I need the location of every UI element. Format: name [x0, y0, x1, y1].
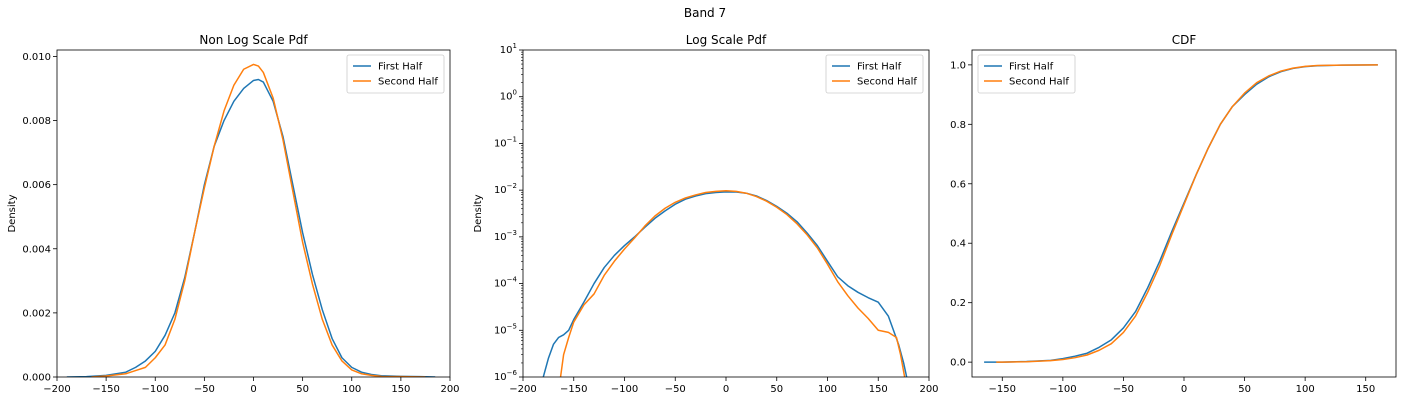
y-tick-label: 10−6: [494, 369, 518, 383]
y-tick-label: 10−2: [494, 182, 517, 196]
y-tick-label: 0.008: [22, 116, 51, 127]
x-tick-label: 150: [391, 384, 410, 395]
x-tick-label: −100: [611, 384, 638, 395]
x-tick-label: −150: [989, 384, 1016, 395]
y-tick-base: 10: [494, 185, 507, 196]
x-tick-label: −100: [142, 384, 169, 395]
x-tick-label: −150: [560, 384, 587, 395]
x-tick-label: 100: [342, 384, 361, 395]
x-tick-label: 150: [869, 384, 888, 395]
y-tick-exponent: −6: [507, 369, 518, 377]
y-tick-label: 10−1: [494, 135, 517, 149]
x-tick-label: 150: [1356, 384, 1375, 395]
y-tick-exponent: −1: [507, 135, 517, 143]
y-axis-label: Density: [473, 194, 484, 232]
y-tick-base: 10: [500, 92, 513, 103]
y-tick-label: 0.0: [950, 358, 966, 369]
x-tick-label: 0: [250, 384, 256, 395]
x-tick-label: 0: [1181, 384, 1187, 395]
y-tick-label: 10−5: [494, 322, 517, 336]
series-group: [984, 64, 1378, 363]
x-tick-label: 50: [1238, 384, 1251, 395]
legend-entry: Second Half: [378, 77, 438, 88]
x-tick-label: −50: [1113, 384, 1134, 395]
x-tick-label: −50: [194, 384, 215, 395]
legend: First Half Second Half: [825, 54, 924, 94]
series-line-first-half: [542, 191, 908, 377]
y-tick-label: 101: [500, 42, 517, 56]
legend-entry: Second Half: [1009, 77, 1069, 88]
series-group: [542, 190, 908, 377]
chart-title: Log Scale Pdf: [686, 33, 767, 47]
y-tick-base: 10: [494, 232, 507, 243]
y-tick-exponent: −3: [507, 229, 517, 237]
chart-title: Non Log Scale Pdf: [199, 33, 308, 47]
legend-box: [977, 54, 1076, 94]
y-tick-label: 1.0: [950, 60, 966, 71]
y-tick-label: 0.002: [22, 308, 51, 319]
y-tick-label: 0.2: [950, 298, 966, 309]
x-tick-label: −50: [665, 384, 686, 395]
series-line-second-half: [91, 63, 426, 377]
x-tick-label: 100: [1296, 384, 1315, 395]
legend-entry: First Half: [857, 62, 902, 73]
y-tick-label: 10−4: [494, 276, 518, 290]
axes-frame: [971, 49, 1397, 378]
y-tick-exponent: −2: [507, 182, 517, 190]
x-tick-label: −200: [43, 384, 70, 395]
axes-frame: [56, 49, 451, 378]
series-line-second-half: [996, 64, 1378, 363]
chart-cdf: CDF −150 −100 −50 0 50 100 150 0.0 0.2 0.4 0.6 0.8 1.…: [950, 33, 1397, 395]
x-tick-label: −150: [92, 384, 119, 395]
y-tick-label: 0.004: [22, 244, 51, 255]
legend-entry: First Half: [1009, 62, 1054, 73]
y-tick-label: 0.8: [950, 120, 966, 131]
y-tick-exponent: −4: [507, 276, 518, 284]
y-tick-label: 0.4: [950, 239, 966, 250]
y-tick-base: 10: [494, 138, 507, 149]
y-tick-label: 0.010: [22, 52, 51, 63]
series-line-second-half: [559, 190, 906, 377]
legend-box: [346, 54, 445, 94]
y-tick-label: 100: [500, 89, 517, 103]
series-group: [66, 63, 436, 377]
x-tick-label: 50: [770, 384, 783, 395]
legend-entry: Second Half: [857, 77, 917, 88]
y-tick-base: 10: [500, 45, 513, 56]
y-tick-label: 0.000: [22, 373, 51, 384]
series-line-first-half: [66, 78, 436, 377]
legend: First Half Second Half: [346, 54, 445, 94]
y-tick-label: 10−3: [494, 229, 517, 243]
axes-frame: [522, 49, 930, 378]
chart-title: CDF: [1172, 33, 1197, 47]
x-tick-label: −200: [509, 384, 536, 395]
x-tick-label: −100: [1049, 384, 1076, 395]
x-tick-label: 50: [296, 384, 309, 395]
y-tick-exponent: −5: [507, 322, 517, 330]
legend-box: [825, 54, 924, 94]
x-tick-label: 100: [818, 384, 837, 395]
x-tick-label: 0: [723, 384, 729, 395]
y-tick-label: 0.006: [22, 180, 51, 191]
legend: First Half Second Half: [977, 54, 1076, 94]
x-tick-label: 200: [919, 384, 938, 395]
legend-entry: First Half: [378, 62, 423, 73]
y-tick-exponent: 0: [513, 89, 517, 97]
y-tick-base: 10: [494, 279, 507, 290]
figure-suptitle: Band 7: [684, 6, 726, 20]
y-tick-base: 10: [494, 325, 507, 336]
y-tick-exponent: 1: [513, 42, 517, 50]
y-tick-base: 10: [494, 372, 507, 383]
chart-non-log-pdf: Non Log Scale Pdf Density −200 −150 −100 −50 0…: [7, 33, 460, 395]
y-axis-label: Density: [7, 194, 18, 232]
x-tick-label: 200: [440, 384, 459, 395]
y-tick-label: 0.6: [950, 179, 966, 190]
